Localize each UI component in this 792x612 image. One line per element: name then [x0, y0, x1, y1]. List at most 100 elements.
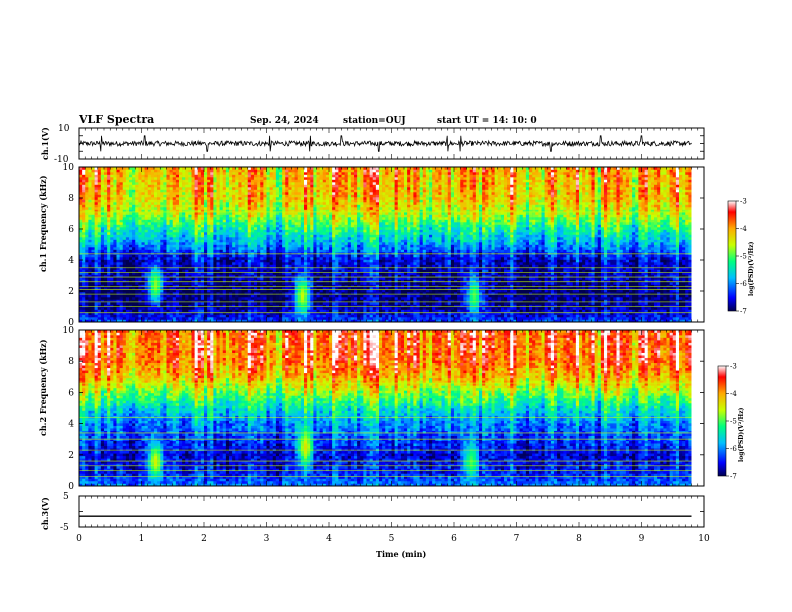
spectrogram-cell — [141, 192, 145, 195]
spectrogram-cell — [157, 169, 161, 173]
spectrogram-cell — [254, 214, 258, 218]
spectrogram-cell — [135, 269, 139, 273]
spectrogram-cell — [307, 192, 311, 195]
spectrogram-cell — [288, 304, 292, 308]
spectrogram-cell — [207, 294, 211, 298]
spectrogram-cell — [160, 259, 164, 263]
spectrogram-cell — [247, 212, 252, 215]
spectrogram-cell — [266, 229, 270, 233]
spectrogram-cell — [225, 267, 230, 270]
spectrogram-cell — [241, 277, 245, 280]
spectrogram-cell — [250, 184, 255, 188]
spectrogram-cell — [188, 247, 192, 250]
spectrogram-cell — [150, 262, 155, 265]
spectrogram-cell — [88, 269, 92, 273]
spectrogram-cell — [147, 189, 152, 193]
spectrogram-cell — [285, 179, 289, 183]
spectrogram-cell — [232, 292, 236, 295]
spectrogram-cell — [313, 229, 317, 233]
spectrogram-cell — [316, 317, 320, 320]
spectrogram-cell — [269, 167, 274, 170]
spectrogram-cell — [163, 284, 167, 288]
spectrogram-cell — [288, 292, 292, 295]
spectrogram-cell — [285, 229, 289, 233]
spectrogram-cell — [241, 284, 245, 288]
spectrogram-cell — [163, 179, 167, 183]
spectrogram-cell — [260, 309, 264, 313]
spectrogram-cell — [141, 244, 145, 248]
spectrogram-cell — [88, 297, 92, 300]
spectrogram-cell — [219, 287, 224, 290]
spectrogram-cell — [144, 204, 149, 208]
spectrogram-cell — [229, 312, 233, 315]
spectrogram-cell — [200, 169, 205, 173]
spectrogram-cell — [294, 174, 299, 178]
spectrogram-cell — [254, 269, 258, 273]
spectrogram-cell — [135, 272, 139, 275]
spectrogram-cell — [188, 229, 192, 233]
spectrogram-cell — [116, 174, 120, 178]
spectrogram-cell — [238, 229, 242, 233]
spectrogram-cell — [275, 212, 280, 215]
spectrogram-cell — [200, 314, 205, 318]
spectrogram-cell — [88, 224, 92, 228]
spectrogram-cell — [110, 209, 114, 213]
spectrogram-cell — [241, 254, 245, 258]
spectrogram-cell — [135, 247, 139, 250]
spectrogram-cell — [282, 209, 286, 213]
spectrogram-cell — [210, 309, 214, 313]
spectrogram-cell — [204, 194, 208, 198]
spectrogram-cell — [172, 284, 177, 288]
spectrogram-cell — [216, 222, 220, 225]
spectrogram-cell — [188, 192, 192, 195]
spectrogram-cell — [210, 254, 214, 258]
spectrogram-cell — [172, 179, 177, 183]
spectrogram-cell — [113, 252, 117, 255]
spectrogram-cell — [82, 224, 86, 228]
spectrogram-cell — [294, 212, 299, 215]
spectrogram-cell — [147, 292, 152, 295]
spectrogram-cell — [107, 239, 111, 243]
spectrogram-cell — [247, 252, 252, 255]
spectrogram-cell — [200, 279, 205, 283]
spectrogram-cell — [188, 267, 192, 270]
spectrogram-cell — [322, 179, 327, 183]
spectrogram-cell — [279, 302, 283, 305]
spectrogram-cell — [322, 287, 327, 290]
spectrogram-cell — [244, 202, 249, 205]
spectrogram-cell — [263, 262, 267, 265]
spectrogram-cell — [219, 189, 224, 193]
spectrogram-cell — [138, 279, 142, 283]
spectrogram-cell — [207, 279, 211, 283]
spectrogram-cell — [216, 269, 220, 273]
spectrogram-cell — [275, 207, 280, 210]
spectrogram-cell — [132, 312, 136, 315]
spectrogram-cell — [263, 182, 267, 185]
spectrogram-cell — [244, 237, 249, 240]
spectrogram-cell — [125, 207, 130, 210]
spectrogram-cell — [107, 182, 111, 185]
spectrogram-cell — [175, 277, 180, 280]
spectrogram-cell — [94, 247, 99, 250]
spectrogram-cell — [179, 239, 183, 243]
spectrogram-cell — [254, 172, 258, 175]
spectrogram-cell — [241, 304, 245, 308]
spectrogram-cell — [207, 247, 211, 250]
spectrogram-cell — [138, 254, 142, 258]
spectrogram-cell — [79, 292, 83, 295]
spectrogram-cell — [263, 294, 267, 298]
spectrogram-cell — [141, 312, 145, 315]
spectrogram-cell — [291, 267, 295, 270]
spectrogram-cell — [113, 247, 117, 250]
spectrogram-cell — [269, 249, 274, 253]
spectrogram-cell — [229, 319, 233, 323]
spectrogram-cell — [154, 227, 158, 230]
spectrogram-cell — [304, 179, 308, 183]
spectrogram-cell — [141, 214, 145, 218]
spectrogram-cell — [104, 237, 108, 240]
spectrogram-cell — [97, 169, 102, 173]
spectrogram-cell — [166, 254, 170, 258]
spectrogram-cell — [144, 309, 149, 313]
spectrogram-cell — [294, 272, 299, 275]
spectrogram-cell — [160, 197, 164, 200]
